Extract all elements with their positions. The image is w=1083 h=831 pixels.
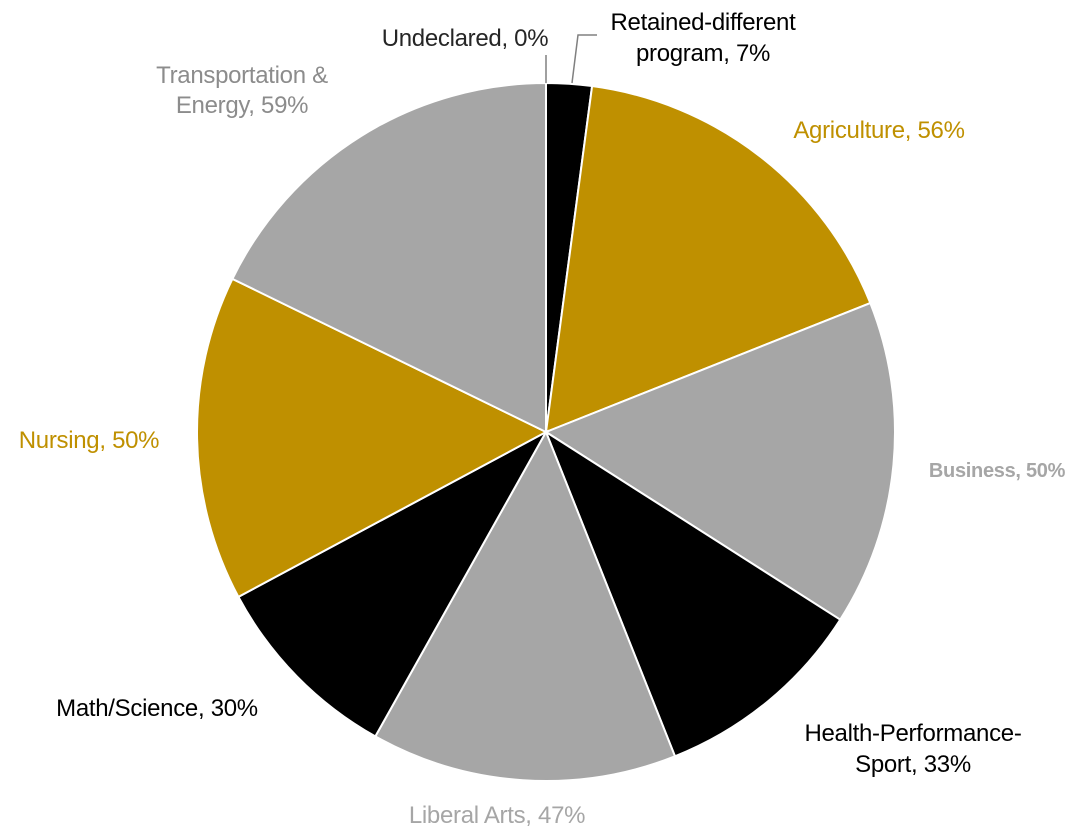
pie-slice-nursing — [196, 277, 549, 599]
data-label-health-performance-sport: Health-Performance-Sport, 33% — [804, 720, 1021, 778]
pie-slices — [196, 81, 896, 782]
data-label-undeclared: Undeclared, 0% — [382, 25, 549, 52]
data-label-transportation-and-energy: Transportation & Energy, 59% — [156, 62, 328, 119]
pie-slice-math-science — [237, 429, 549, 738]
pie-slice-liberal-arts — [373, 429, 677, 782]
data-label-nursing: Nursing, 50% — [19, 427, 159, 454]
label-leader-lines — [545, 34, 597, 84]
data-labels: Undeclared, 0% Retained-different program,… — [19, 9, 1066, 829]
pie-slice-transportation-and-energy — [231, 81, 547, 434]
data-label-agriculture: Agriculture, 56% — [793, 117, 964, 144]
data-label-liberal-arts: Liberal Arts, 47% — [409, 802, 585, 829]
pie-slice-agriculture — [544, 84, 872, 434]
leader-line-retained-different-program — [571, 34, 597, 84]
pie-slice-business — [543, 301, 896, 622]
data-label-math-science: Math/Science, 30% — [56, 695, 258, 722]
data-label-business: Business, 50% — [929, 460, 1066, 482]
data-label-retained-different-program: Retained-different program, 7% — [611, 9, 797, 67]
pie-slice-health-performance-sport — [543, 429, 842, 758]
